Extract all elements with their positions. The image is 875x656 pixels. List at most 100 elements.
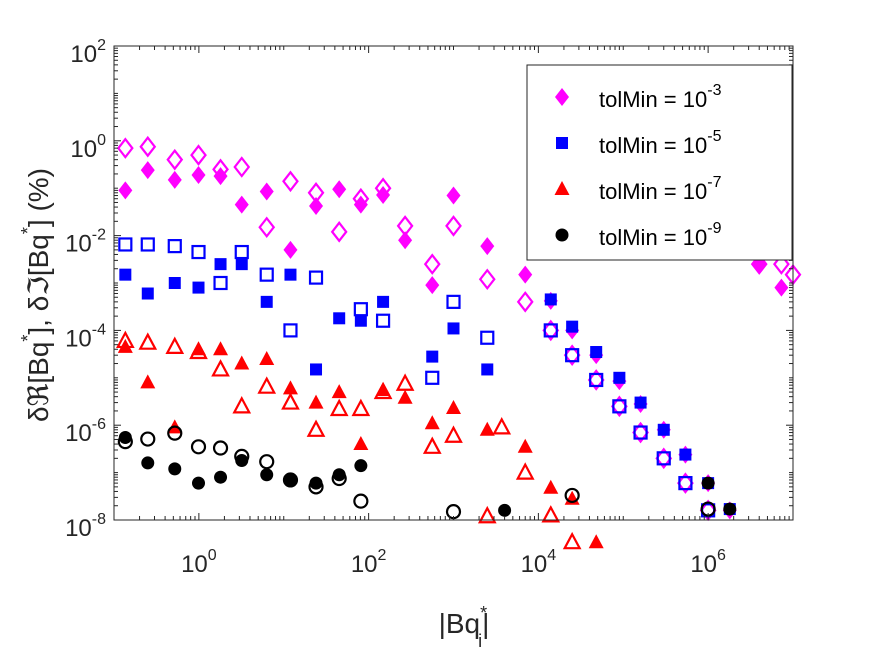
- legend-item-1: tolMin = 10-3: [555, 82, 722, 112]
- data-point-open: [232, 396, 252, 414]
- data-point-open: [516, 291, 534, 313]
- data-point-filled: [543, 479, 559, 494]
- data-point-filled: [234, 355, 250, 370]
- legend-label: tolMin = 10-7: [599, 174, 722, 204]
- data-point-open: [422, 436, 442, 454]
- data-point-filled: [259, 182, 274, 201]
- data-point-open: [610, 395, 628, 418]
- data-point-open: [190, 439, 207, 455]
- data-point-open: [165, 336, 185, 354]
- legend-item-3: tolMin = 10-7: [554, 174, 722, 204]
- data-point-open: [189, 341, 208, 360]
- x-tick-label: 102: [351, 547, 387, 578]
- data-point-open: [212, 158, 229, 181]
- data-point-filled: [214, 258, 227, 271]
- data-point-filled: [376, 185, 391, 204]
- data-point-filled: [168, 462, 182, 476]
- data-point-filled: [518, 265, 533, 284]
- data-point-open: [331, 470, 347, 487]
- data-point-filled: [284, 268, 297, 281]
- data-point-filled: [260, 468, 274, 482]
- data-point-open: [166, 148, 184, 171]
- data-point-filled: [331, 384, 347, 399]
- data-point-filled: [308, 394, 324, 409]
- data-point-filled: [332, 468, 346, 482]
- y-tick-label: 102: [70, 37, 106, 68]
- data-point-open: [330, 221, 348, 243]
- data-point-open: [632, 421, 649, 444]
- data-point-open: [140, 237, 155, 252]
- data-point-open: [480, 330, 495, 345]
- data-point-filled: [283, 473, 297, 487]
- data-point-filled: [353, 195, 368, 214]
- data-point-filled: [679, 448, 692, 461]
- data-point-open: [612, 399, 627, 414]
- data-point-filled: [634, 396, 647, 409]
- data-point-open: [395, 373, 415, 391]
- data-point-open: [565, 348, 580, 363]
- data-point-open: [446, 294, 461, 309]
- data-point-filled: [657, 423, 670, 436]
- data-point-open: [373, 381, 393, 400]
- data-point-filled: [588, 534, 604, 549]
- x-tick-label: 106: [690, 547, 726, 578]
- data-point-filled: [310, 363, 323, 376]
- y-tick-label: 10-6: [65, 416, 106, 447]
- data-point-open: [396, 215, 414, 237]
- data-point-filled: [140, 374, 156, 389]
- legend-marker: [555, 88, 569, 106]
- data-point-open: [167, 425, 183, 441]
- data-point-open: [281, 392, 300, 410]
- data-point-open: [587, 369, 605, 391]
- data-point-open: [423, 253, 441, 275]
- data-point-filled: [517, 438, 533, 453]
- data-point-open: [352, 187, 370, 210]
- data-point-open: [563, 344, 581, 366]
- data-point-open: [258, 216, 276, 239]
- data-point-filled: [309, 476, 323, 490]
- data-point-open: [115, 330, 135, 349]
- data-point-filled: [354, 459, 368, 473]
- data-point-filled: [191, 165, 206, 184]
- data-point-open: [282, 472, 299, 488]
- legend-label: tolMin = 10-5: [599, 128, 722, 158]
- data-point-filled: [118, 181, 133, 200]
- data-point-open: [773, 253, 790, 275]
- data-point-filled: [119, 268, 132, 281]
- data-point-open: [282, 170, 299, 193]
- y-tick-label: 100: [70, 132, 106, 163]
- data-point-filled: [141, 287, 154, 300]
- data-point-filled: [481, 363, 494, 376]
- data-point-open: [190, 144, 207, 166]
- data-point-filled: [192, 281, 205, 294]
- data-point-filled: [260, 295, 273, 308]
- data-point-open: [374, 177, 392, 199]
- data-point-open: [515, 462, 535, 480]
- data-point-open: [425, 370, 440, 385]
- series-3: [115, 330, 604, 550]
- data-point-filled: [479, 421, 495, 436]
- data-point-open: [750, 253, 768, 275]
- data-point-open: [307, 182, 325, 204]
- data-point-open: [117, 434, 133, 450]
- data-point-open: [211, 359, 230, 377]
- legend-marker: [554, 181, 570, 195]
- data-point-open: [656, 451, 671, 466]
- data-point-filled: [425, 276, 440, 295]
- data-point-filled: [354, 314, 367, 327]
- data-point-open: [212, 440, 229, 456]
- x-axis-label-base: |Bq: [439, 608, 481, 639]
- data-point-filled: [424, 415, 440, 430]
- data-point-open: [655, 447, 673, 470]
- data-point-filled: [590, 346, 603, 359]
- data-point-open: [329, 398, 349, 417]
- data-point-open: [116, 137, 134, 159]
- data-point-filled: [168, 277, 181, 289]
- data-point-open: [492, 417, 512, 435]
- y-tick-label: 10-8: [65, 511, 106, 542]
- data-point-filled: [332, 180, 347, 199]
- data-point-filled: [282, 380, 298, 395]
- data-point-open: [477, 505, 497, 524]
- legend-label: tolMin = 10-3: [599, 82, 722, 112]
- y-tick-label: 10-2: [65, 227, 106, 258]
